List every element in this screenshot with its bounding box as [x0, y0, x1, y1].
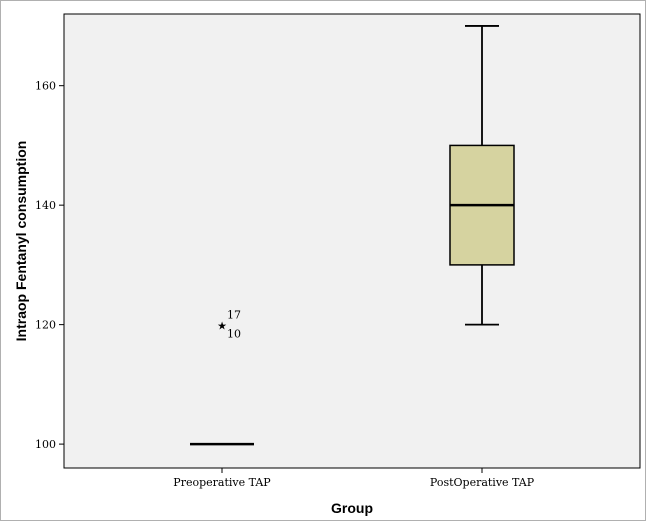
y-tick-label-160: 160	[35, 80, 56, 93]
outlier-label-0-0-0: 17	[227, 309, 241, 322]
x-tick-label-1: PostOperative TAP	[430, 476, 535, 489]
outlier-star-0-0: ★	[217, 320, 227, 333]
y-axis-title: Intraop Fentanyl consumption	[13, 141, 29, 342]
outlier-label-0-0-1: 10	[227, 328, 241, 341]
box-group-0: ★17 10	[190, 309, 254, 446]
x-axis-title: Group	[331, 500, 373, 516]
y-axis: 100 120 140 160	[35, 80, 64, 451]
boxes: ★17 10	[190, 25, 515, 446]
y-tick-label-100: 100	[35, 438, 56, 451]
x-tick-label-0: Preoperative TAP	[173, 476, 271, 489]
x-axis: Preoperative TAP PostOperative TAP	[173, 468, 535, 489]
plot-area	[63, 13, 641, 469]
box-group-1	[449, 25, 515, 326]
y-tick-label-120: 120	[35, 319, 56, 332]
y-tick-label-140: 140	[35, 199, 56, 212]
